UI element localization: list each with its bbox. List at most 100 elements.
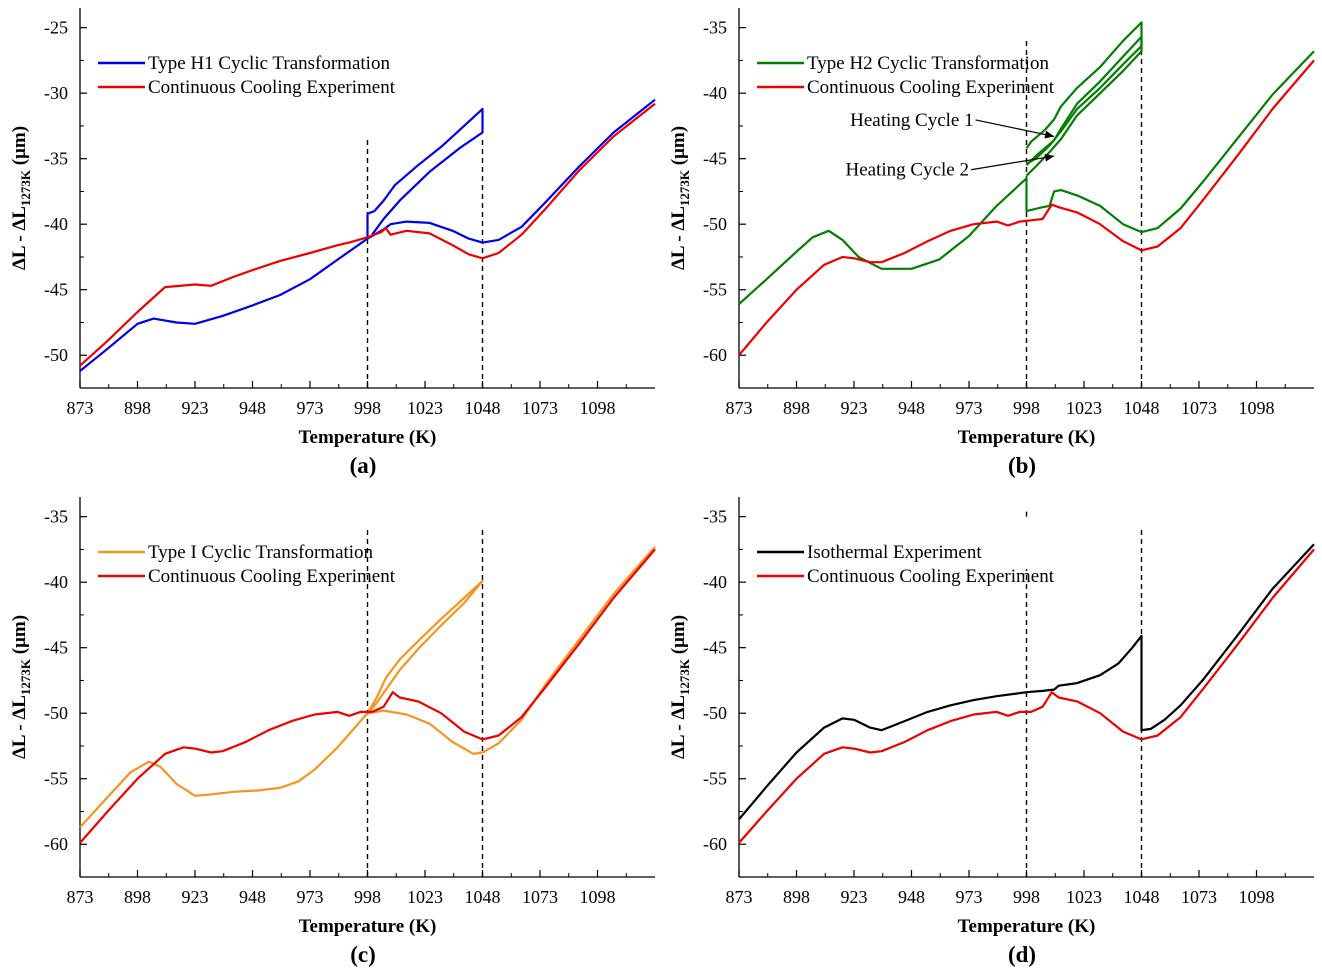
y-tick-label: -40 <box>44 214 68 234</box>
x-tick-label: 1048 <box>1124 398 1160 418</box>
series-line-2 <box>738 548 1315 844</box>
x-tick-label: 1073 <box>522 398 558 418</box>
y-tick-label: -45 <box>703 638 727 658</box>
y-axis-title-main: ΔL - ΔL <box>668 206 689 270</box>
y-tick-label: -45 <box>44 638 68 658</box>
x-tick-label: 1073 <box>1181 398 1217 418</box>
x-tick-label: 873 <box>726 398 753 418</box>
x-axis-title: Temperature (K) <box>299 916 437 937</box>
y-tick-label: -50 <box>703 214 727 234</box>
y-tick-label: -55 <box>703 280 727 300</box>
legend-label: Type H1 Cyclic Transformation <box>148 53 390 74</box>
x-tick-label: 1098 <box>1239 398 1275 418</box>
x-tick-label: 973 <box>297 887 324 907</box>
y-tick-label: -40 <box>703 572 727 592</box>
y-tick-label: -60 <box>44 834 68 854</box>
x-tick-label: 998 <box>1013 887 1040 907</box>
y-tick-label: -60 <box>703 345 727 365</box>
x-tick-label: 948 <box>898 887 925 907</box>
series-line-4 <box>738 59 1315 356</box>
y-axis-title-subscript: 1273K <box>18 658 33 695</box>
x-tick-label: 923 <box>182 398 209 418</box>
x-tick-label: 973 <box>956 398 983 418</box>
y-tick-label: -35 <box>703 507 727 527</box>
series-line-2 <box>366 579 484 716</box>
x-tick-label: 898 <box>783 398 810 418</box>
x-tick-label: 1073 <box>522 887 558 907</box>
series-line-3 <box>79 548 656 844</box>
x-tick-label: 1023 <box>407 887 443 907</box>
annotation-arrowhead <box>1044 153 1055 162</box>
y-axis-title-main: ΔL - ΔL <box>9 695 30 759</box>
x-tick-label: 923 <box>841 398 868 418</box>
panel-label: (c) <box>350 942 376 967</box>
y-axis-title-main: ΔL - ΔL <box>9 206 30 270</box>
x-tick-label: 948 <box>898 398 925 418</box>
annotation-label: Heating Cycle 1 <box>850 110 973 131</box>
series-line-1 <box>79 546 656 828</box>
x-tick-label: 873 <box>67 398 94 418</box>
chart-panel-3: 873 898 923 948 973 998 1023 1048 1073 1098 -60 -55… <box>9 497 656 967</box>
x-tick-label: 1098 <box>580 887 616 907</box>
legend-label: Type H2 Cyclic Transformation <box>807 53 1049 74</box>
chart-panel-4: 873 898 923 948 973 998 1023 1048 1073 1098 -60 -55… <box>668 497 1315 967</box>
y-tick-label: -40 <box>44 572 68 592</box>
x-tick-label: 1048 <box>1124 887 1160 907</box>
y-tick-label: -35 <box>703 18 727 38</box>
x-tick-label: 1048 <box>465 887 501 907</box>
y-axis-title-unit: (μm) <box>9 126 30 170</box>
y-tick-label: -60 <box>703 834 727 854</box>
y-axis-title-main: ΔL - ΔL <box>668 695 689 759</box>
chart-panel-1: 873 898 923 948 973 998 1023 1048 1073 1098 -50 -45… <box>9 8 656 478</box>
y-axis-title: ΔL - ΔL1273K (μm) <box>668 615 692 759</box>
panel-label: (b) <box>1008 453 1036 478</box>
y-axis-title-unit: (μm) <box>668 126 689 170</box>
x-tick-label: 1048 <box>465 398 501 418</box>
x-axis-title: Temperature (K) <box>958 916 1096 937</box>
series-line-1 <box>738 543 1315 821</box>
x-tick-label: 948 <box>239 887 266 907</box>
series-line-3 <box>1025 35 1143 177</box>
y-tick-label: -40 <box>703 83 727 103</box>
x-tick-label: 1098 <box>1239 887 1275 907</box>
x-tick-label: 998 <box>1013 398 1040 418</box>
x-tick-label: 923 <box>841 887 868 907</box>
x-tick-label: 1023 <box>1066 887 1102 907</box>
legend-label: Continuous Cooling Experiment <box>148 566 396 587</box>
y-axis-title: ΔL - ΔL1273K (μm) <box>668 126 692 270</box>
y-axis-title-unit: (μm) <box>9 615 30 659</box>
series-line-3 <box>79 102 656 367</box>
x-axis-title: Temperature (K) <box>299 427 437 448</box>
y-tick-label: -50 <box>44 703 68 723</box>
y-tick-label: -35 <box>44 149 68 169</box>
y-axis-title-subscript: 1273K <box>677 658 692 695</box>
x-tick-label: 948 <box>239 398 266 418</box>
y-tick-label: -35 <box>44 507 68 527</box>
x-tick-label: 998 <box>354 398 381 418</box>
x-tick-label: 1073 <box>1181 887 1217 907</box>
x-tick-label: 898 <box>124 887 151 907</box>
y-tick-label: -30 <box>44 83 68 103</box>
legend-label: Type I Cyclic Transformation <box>148 542 374 563</box>
legend-label: Continuous Cooling Experiment <box>807 566 1055 587</box>
x-tick-label: 923 <box>182 887 209 907</box>
y-tick-label: -50 <box>703 703 727 723</box>
annotation-arrowhead <box>1044 130 1055 139</box>
x-tick-label: 1023 <box>407 398 443 418</box>
x-tick-label: 998 <box>354 887 381 907</box>
x-tick-label: 1098 <box>580 398 616 418</box>
x-tick-label: 873 <box>67 887 94 907</box>
legend-label: Isothermal Experiment <box>807 542 982 563</box>
y-tick-label: -45 <box>703 149 727 169</box>
y-tick-label: -25 <box>44 18 68 38</box>
series-line-2 <box>366 107 484 239</box>
y-tick-label: -55 <box>44 769 68 789</box>
chart-panel-2: 873 898 923 948 973 998 1023 1048 1073 1098 -60 -55… <box>668 8 1315 478</box>
series-line-1 <box>738 50 1315 305</box>
x-tick-label: 1023 <box>1066 398 1102 418</box>
y-axis-title-unit: (μm) <box>668 615 689 659</box>
x-tick-label: 973 <box>956 887 983 907</box>
x-axis-title: Temperature (K) <box>958 427 1096 448</box>
x-tick-label: 973 <box>297 398 324 418</box>
